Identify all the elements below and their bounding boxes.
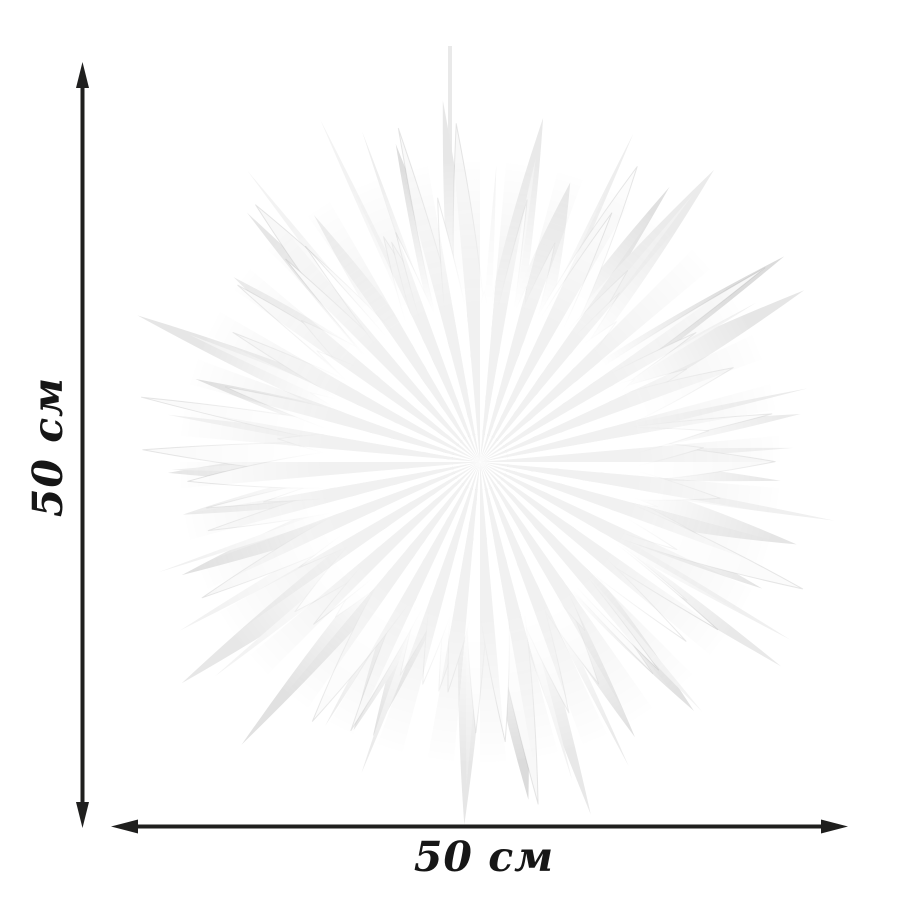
pleat-sector [402,462,480,758]
pleat-sector [480,216,673,462]
pleat-sector [220,462,480,635]
pleat-sector [480,162,507,462]
pleat-sector [480,462,762,589]
pleat-sector [480,462,558,758]
pleat-sector [377,172,480,462]
paper-fan [137,46,835,825]
pleat-sector [181,409,480,462]
pleat-sector [234,269,480,462]
pleat-sector [480,232,693,462]
pleat-sector [480,462,779,515]
pleat-sector [208,312,480,462]
pleat-sector [480,462,740,635]
pleat-sector [287,462,480,708]
pleat-sector [480,462,673,708]
pleat-sector [234,462,480,655]
pleat-sector [480,462,752,612]
pleat-sector [480,462,653,722]
pleat-sector [353,462,480,744]
pleat-sector [377,462,480,752]
pleat-sector [220,289,480,462]
pleat-sector [208,462,480,612]
horizontal-arrow-right-icon [821,819,848,834]
pleat-sector [480,462,630,734]
pleat-sector [480,335,762,462]
pleat-sector [402,166,480,462]
pleat-sector [184,384,480,462]
pleat-sector [190,462,480,565]
pleat-sector [480,435,780,462]
pleat-sector [480,462,780,489]
hanging-string [448,46,452,161]
pleat-sector [184,462,480,540]
width-dimension-label: 50 см [413,833,555,881]
pleat-sector [267,462,480,692]
pleat-sector [427,462,480,761]
height-dimension-label: 50 см [24,376,72,518]
pleat-sector [480,462,776,540]
pleat-sector [480,462,726,655]
pleat-sector [480,462,583,752]
pleat-sector [480,462,710,675]
horizontal-arrow-left-icon [111,819,138,834]
pleat-sector [250,462,480,675]
pleat-sector [480,172,583,462]
pleat-sector [267,232,480,462]
pleat-sector [480,180,607,462]
pleat-sector [353,180,480,462]
pleat-sector [330,190,480,462]
pleat-sector [307,462,480,722]
pleat-sector [480,289,740,462]
pleat-sector [330,462,480,734]
pleat-sector [453,462,480,762]
pleat-sector [190,359,480,462]
pleat-sector [480,384,776,462]
pleat-sector [480,462,507,762]
pleat-sector [480,462,607,744]
pleat-sector [307,202,480,462]
pleat-sector [480,312,752,462]
pleat-sector [480,249,710,462]
pleat-sector [453,162,480,462]
pleat-sector [181,462,480,515]
pleat-sector [198,335,480,462]
pleat-sector [480,359,770,462]
pleat-sector [427,163,480,462]
vertical-arrow-bottom-icon [76,802,89,828]
fan-pleats [180,162,780,762]
pleat-sector [480,163,533,462]
pleat-sector [480,190,630,462]
pleat-sector [198,462,480,589]
pleat-sector [480,462,693,692]
pleat-sector [480,409,779,462]
pleat-sector [480,462,533,761]
vertical-arrow-top-icon [76,62,89,88]
pleat-sector [250,249,480,462]
pleat-sector [180,435,480,462]
pleat-sector [287,216,480,462]
dimension-arrows [76,62,848,834]
pleat-sector [480,462,770,565]
pleat-sector [480,166,558,462]
pleat-sector [180,462,480,489]
pleat-sector [480,202,653,462]
pleat-sector [480,269,726,462]
